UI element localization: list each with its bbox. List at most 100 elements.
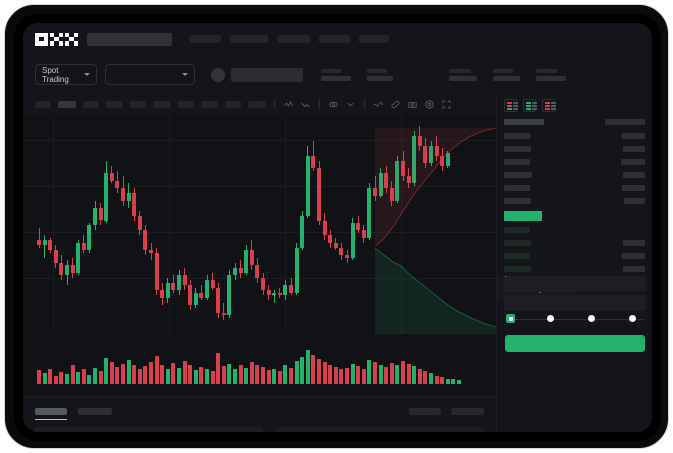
- volume-bar: [188, 364, 193, 384]
- camera-icon[interactable]: [407, 99, 418, 110]
- volume-bar: [193, 370, 198, 384]
- orderbook-header-price[interactable]: [504, 119, 544, 125]
- volume-bar: [59, 371, 64, 384]
- volume-bar: [272, 368, 277, 384]
- timeframe-1d[interactable]: [178, 100, 194, 108]
- okx-logo-block-o: [35, 32, 48, 46]
- orders-placeholder-card-left: [35, 427, 263, 432]
- orderbook-bid-row-price[interactable]: [504, 253, 530, 259]
- nav-item-2[interactable]: [230, 35, 268, 43]
- toolbar-divider: [274, 99, 275, 109]
- volume-bar: [277, 370, 282, 384]
- nav-item-1[interactable]: [189, 35, 221, 43]
- volume-bar: [412, 366, 417, 384]
- volume-bar: [65, 373, 69, 384]
- orderbook-ask-row-price[interactable]: [504, 185, 530, 191]
- chevron-down-icon: [182, 73, 188, 76]
- volume-bar: [401, 360, 405, 384]
- orderbook-bid-row-price[interactable]: [504, 240, 531, 246]
- timeframe-more[interactable]: [248, 100, 266, 108]
- timeframe-1w[interactable]: [201, 100, 218, 108]
- volume-bar: [300, 356, 305, 384]
- global-search-input[interactable]: [87, 32, 172, 46]
- volume-bar: [266, 370, 271, 384]
- orderbook-mode-switcher: [504, 99, 556, 112]
- nav-item-5[interactable]: [359, 35, 389, 43]
- orderbook-ask-row-amount: [623, 146, 645, 152]
- ruler-icon[interactable]: [390, 99, 401, 110]
- tab-open-orders[interactable]: [35, 408, 67, 415]
- amount-slider-node-2[interactable]: [588, 315, 595, 322]
- indicators-icon[interactable]: [283, 99, 294, 110]
- volume-bar: [440, 377, 445, 384]
- orderbook-ask-row-price[interactable]: [504, 172, 532, 178]
- volume-bar: [227, 363, 232, 384]
- orderbook-ask-row-price[interactable]: [504, 146, 531, 152]
- orderbook-ask-row-amount: [621, 159, 645, 165]
- trend-line-icon[interactable]: [300, 99, 311, 110]
- compare-icon[interactable]: [328, 99, 339, 110]
- bottom-action-2[interactable]: [451, 408, 484, 415]
- volume-bar: [261, 367, 265, 384]
- place-buy-order-button[interactable]: [505, 335, 645, 352]
- orderbook-mode-asks[interactable]: [542, 99, 556, 112]
- pair-name-placeholder: [231, 67, 303, 82]
- wave-icon[interactable]: [373, 99, 384, 110]
- orderbook-bid-row-price[interactable]: [504, 266, 531, 272]
- volume-bar: [373, 362, 377, 384]
- timeframe-4h[interactable]: [153, 100, 171, 108]
- nav-item-4[interactable]: [319, 35, 350, 43]
- orderbook-ask-row-price[interactable]: [504, 159, 530, 165]
- bottom-action-1[interactable]: [409, 408, 441, 415]
- orderbook-bid-row-price[interactable]: [504, 227, 530, 233]
- timeframe-30m[interactable]: [106, 100, 123, 108]
- trading-mode-select[interactable]: Spot Trading: [35, 64, 97, 85]
- settings-gear-icon[interactable]: [424, 99, 435, 110]
- volume-histogram[interactable]: [23, 334, 496, 396]
- volume-bar: [165, 369, 170, 384]
- volume-bar: [317, 358, 321, 384]
- volume-bar: [244, 367, 249, 384]
- trading-pair-select[interactable]: [105, 64, 195, 85]
- amount-slider-track[interactable]: [506, 319, 644, 320]
- nav-item-3[interactable]: [277, 35, 310, 43]
- candlestick-chart[interactable]: [23, 114, 496, 334]
- volume-bar: [177, 367, 181, 384]
- volume-bar: [423, 370, 428, 384]
- volume-bar: [87, 374, 92, 384]
- app-screen: Spot Trading: [23, 23, 652, 432]
- timeframe-1h[interactable]: [130, 100, 146, 108]
- volume-bar: [109, 361, 114, 384]
- volume-bar: [199, 367, 204, 384]
- timeframe-15m[interactable]: [83, 100, 99, 108]
- volume-bar: [104, 357, 109, 384]
- orderbook-mode-both[interactable]: [504, 99, 518, 112]
- volume-bar: [294, 360, 299, 384]
- top-navigation-bar: [23, 23, 652, 55]
- okx-logo-icon[interactable]: [35, 32, 78, 46]
- amount-slider-node-3[interactable]: [629, 315, 636, 322]
- orderbook-bid-row-amount: [622, 253, 645, 259]
- timeframe-5m[interactable]: [58, 100, 76, 108]
- orderbook-best-price: [504, 211, 542, 221]
- fullscreen-icon[interactable]: [441, 99, 452, 110]
- amount-slider-node-1[interactable]: [547, 315, 554, 322]
- stat-24h-volume: [536, 68, 566, 81]
- volume-bar: [143, 366, 148, 384]
- chevron-down-icon[interactable]: [345, 99, 356, 110]
- orderbook-mode-bids[interactable]: [523, 99, 537, 112]
- price-field[interactable]: [504, 295, 646, 311]
- volume-bar: [361, 368, 366, 384]
- orderbook-bid-row-amount: [623, 240, 645, 246]
- timeframe-1mo[interactable]: [225, 100, 241, 108]
- stat-last-price: [321, 68, 351, 81]
- orders-placeholder-card-right: [276, 427, 484, 432]
- amount-slider-node-0[interactable]: [506, 314, 515, 323]
- timeframe-1m[interactable]: [35, 100, 51, 108]
- order-book[interactable]: [497, 117, 652, 272]
- orderbook-ask-row-price[interactable]: [504, 198, 531, 204]
- tab-order-history[interactable]: [78, 408, 112, 415]
- orderbook-ask-row-price[interactable]: [504, 133, 530, 139]
- volume-bar: [350, 363, 355, 384]
- order-type-field[interactable]: [504, 276, 646, 292]
